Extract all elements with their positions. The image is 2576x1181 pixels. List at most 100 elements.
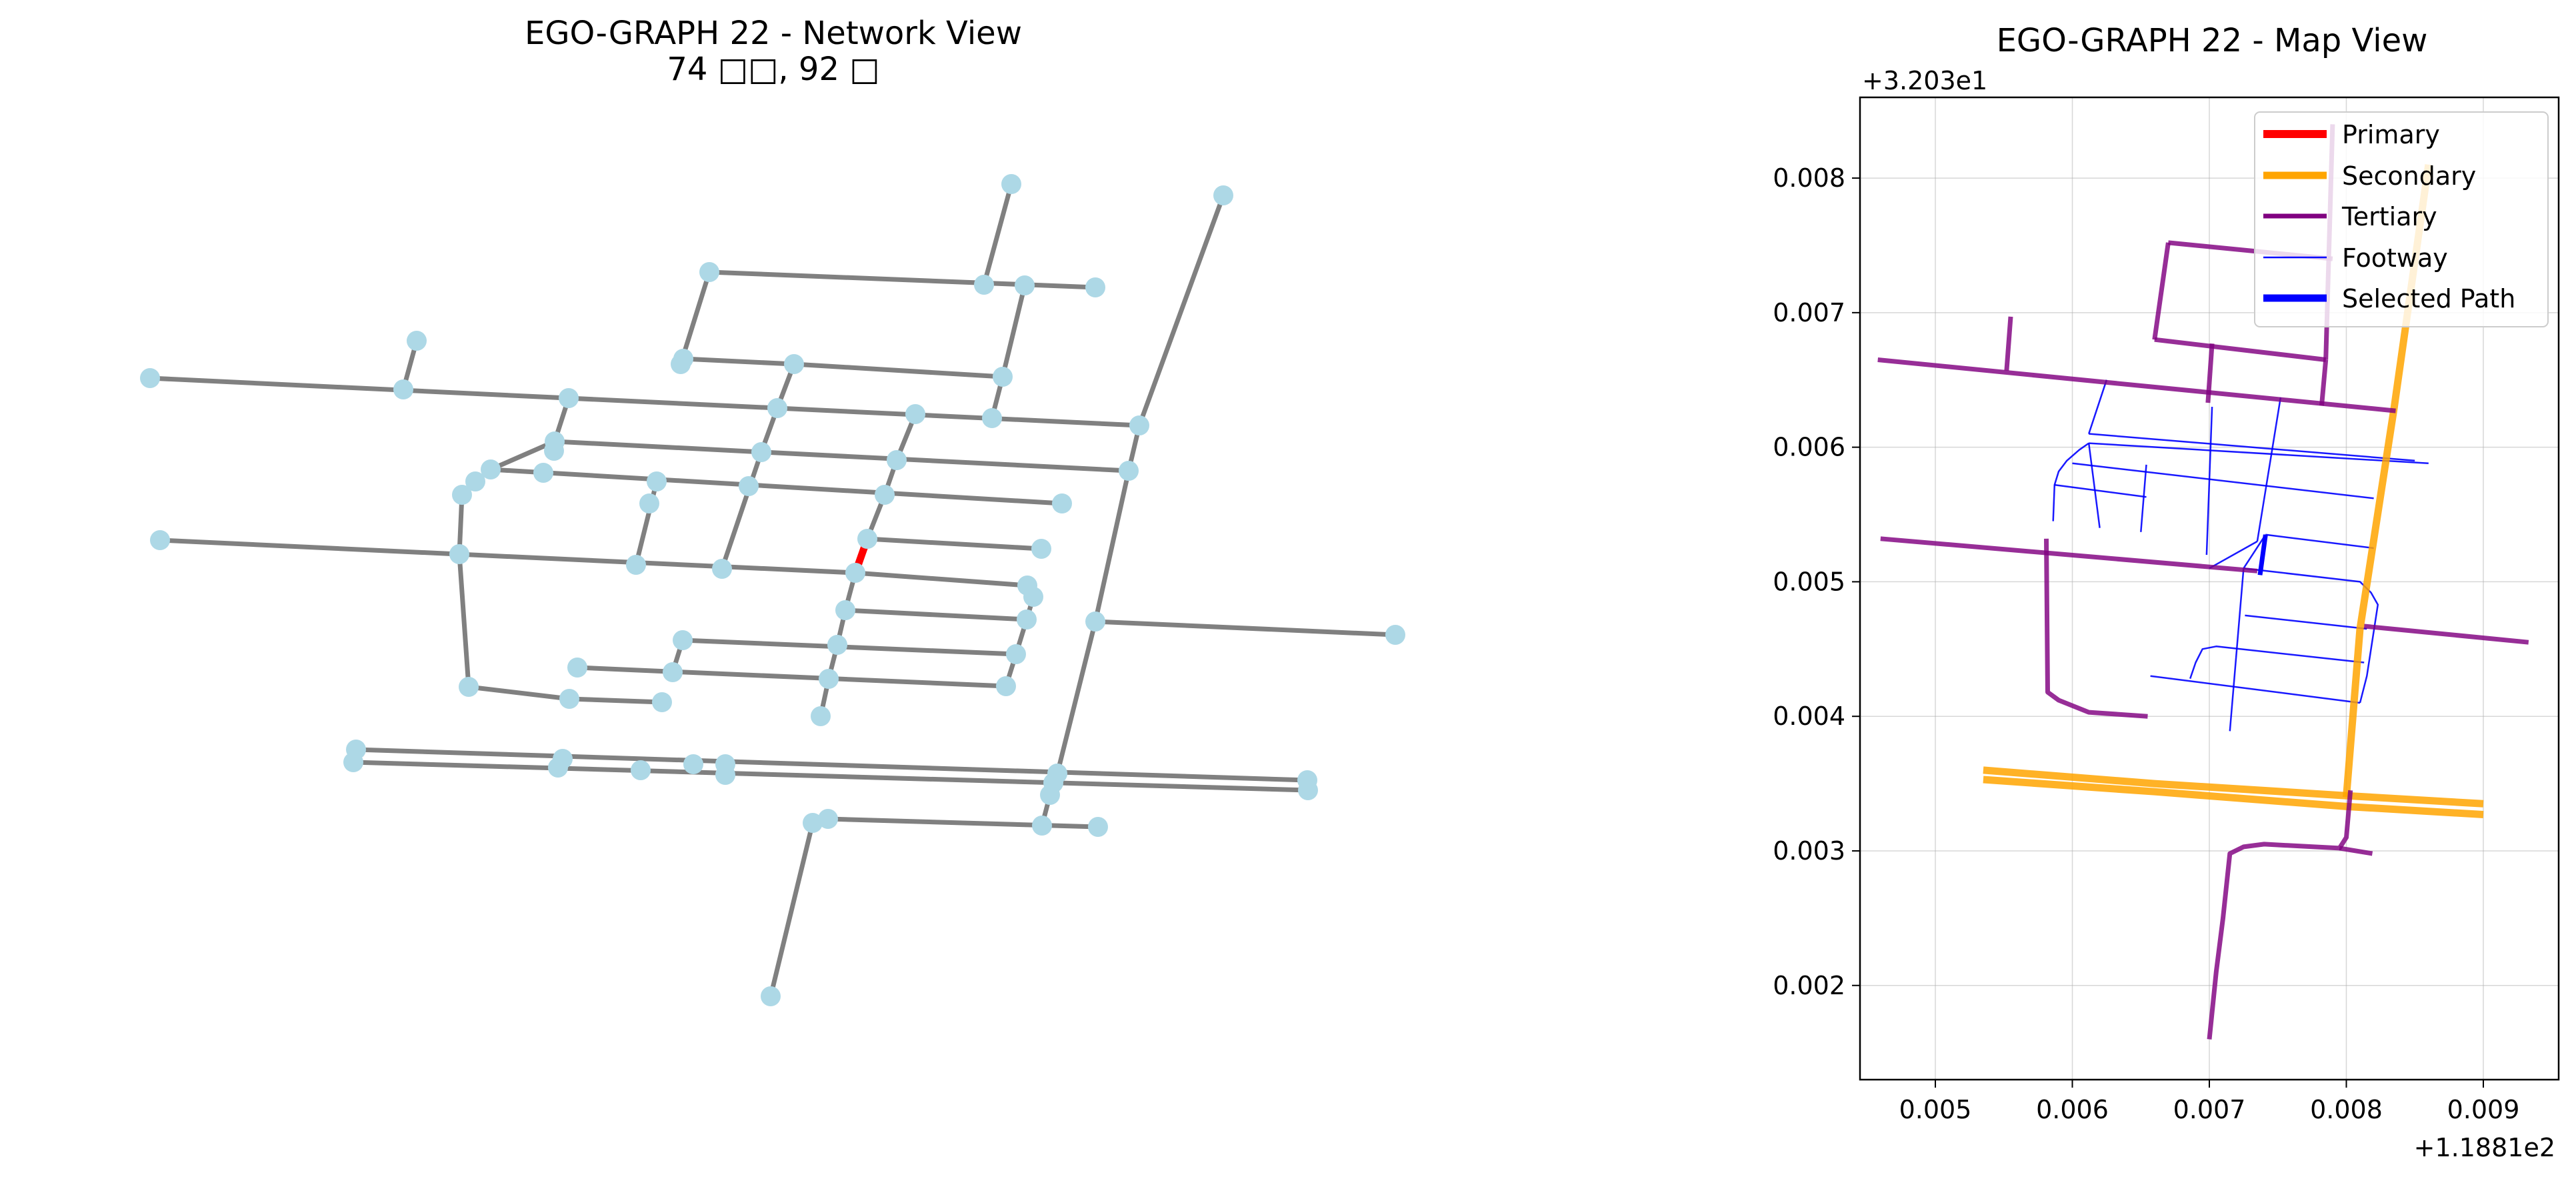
map-footway-line [2243, 567, 2379, 704]
network-node [1213, 185, 1233, 205]
map-x-tick-label: 0.005 [1899, 1095, 1972, 1124]
network-node [905, 404, 925, 424]
network-node [449, 544, 469, 564]
map-tertiary-line [2154, 337, 2327, 362]
network-edge [865, 536, 1044, 551]
map-x-tick-label: 0.007 [2173, 1095, 2246, 1124]
network-node [393, 379, 413, 399]
network-node [1129, 415, 1149, 435]
network-edge [768, 820, 815, 999]
network-node [150, 530, 170, 550]
network-node [811, 706, 831, 726]
network-node [671, 354, 691, 374]
network-edge [981, 181, 1014, 287]
network-node [548, 758, 568, 778]
network-node [982, 408, 1002, 428]
map-tertiary-line [2363, 624, 2529, 645]
network-node [631, 760, 651, 780]
map-x-tick-label: 0.006 [2036, 1095, 2109, 1124]
network-node [481, 459, 501, 479]
map-footway-line [2205, 407, 2213, 555]
network-edge [681, 356, 797, 367]
network-edges [147, 181, 1398, 999]
network-node [1017, 610, 1037, 630]
network-node [835, 600, 855, 620]
network-edge [552, 439, 1131, 473]
network-node [1040, 785, 1060, 805]
map-ticks: 0.005 0.006 0.007 0.008 0.009 0.002 0.003 0.004… [1773, 163, 2519, 1124]
network-node [875, 485, 895, 505]
legend-label-tertiary: Tertiary [2341, 202, 2437, 231]
map-grid [1860, 97, 2559, 1080]
network-node [1085, 612, 1105, 632]
network-node [996, 676, 1016, 696]
network-edge [488, 439, 557, 472]
network-edge [466, 684, 572, 702]
network-node [544, 441, 564, 461]
map-y-offset-label: +3.203e1 [1862, 66, 1987, 95]
map-tertiary-line [2339, 846, 2373, 856]
map-tertiary-line [2044, 538, 2148, 719]
map-x-tick-label: 0.009 [2447, 1095, 2520, 1124]
network-node [857, 529, 877, 549]
network-edge [707, 269, 1098, 290]
map-y-tick-label: 0.007 [1773, 298, 1845, 327]
network-node [712, 559, 732, 579]
network-node [1085, 277, 1105, 297]
network-node [818, 809, 838, 829]
map-y-tick-label: 0.003 [1773, 836, 1845, 866]
map-footway-line [2140, 464, 2147, 532]
map-y-tick-label: 0.004 [1773, 702, 1845, 731]
map-y-tick-label: 0.008 [1773, 163, 1845, 193]
network-node [767, 398, 787, 418]
network-node [1119, 461, 1139, 481]
network-node [533, 463, 553, 483]
network-edge [791, 361, 1005, 379]
map-secondary-line [1983, 766, 2484, 808]
map-footway-line [2087, 443, 2101, 528]
map-footway-line [2150, 675, 2361, 704]
network-node [663, 662, 683, 682]
network-node [465, 471, 485, 491]
map-view-title: EGO-GRAPH 22 - Map View [1997, 22, 2428, 59]
network-node [1298, 780, 1318, 800]
network-node [652, 692, 672, 712]
network-node [845, 563, 865, 583]
network-edge [1055, 619, 1098, 776]
network-node [827, 635, 847, 655]
network-edge [351, 760, 1311, 793]
network-node [739, 476, 759, 496]
network-node [1015, 275, 1035, 295]
network-node [751, 442, 771, 462]
map-footway-line [2089, 433, 2415, 462]
legend-box [2254, 111, 2549, 327]
network-edge [488, 467, 1065, 506]
network-node [140, 368, 160, 388]
network-node [1023, 587, 1043, 607]
map-y-tick-label: 0.005 [1773, 567, 1845, 596]
network-edge [843, 608, 1029, 622]
network-node [819, 669, 839, 689]
network-edge [825, 816, 1101, 830]
map-footway-line [2265, 533, 2374, 549]
map-footway-line [2089, 442, 2429, 465]
network-node [699, 262, 719, 282]
network-node [715, 765, 735, 785]
network-edge [1093, 468, 1131, 624]
network-node [626, 555, 646, 575]
map-y-tick-label: 0.002 [1773, 971, 1845, 1000]
map-footway-line [2209, 540, 2258, 569]
network-node [673, 630, 693, 650]
network-edge [157, 537, 858, 575]
network-edge [575, 665, 1009, 689]
network-edge [1000, 283, 1027, 379]
network-node [1031, 539, 1051, 559]
map-footway-line [2088, 379, 2108, 434]
network-node [559, 388, 579, 408]
network-edge [457, 551, 471, 690]
network-node [1088, 817, 1108, 837]
legend-label-secondary: Secondary [2342, 161, 2476, 191]
network-edge [719, 449, 764, 571]
network-edge [147, 375, 1142, 428]
